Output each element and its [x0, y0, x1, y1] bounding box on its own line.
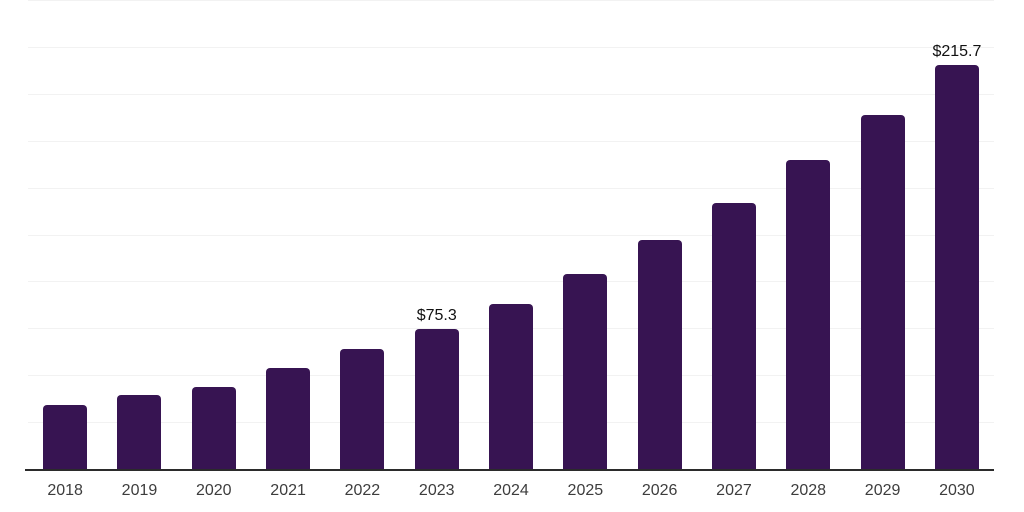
bar-group-2024 [474, 0, 548, 470]
x-tick-label-2026: 2026 [641, 482, 678, 499]
bar-group-2029 [845, 0, 919, 470]
bar-2028 [786, 160, 831, 470]
bar-2022 [340, 349, 385, 470]
x-tick-label-2018: 2018 [47, 482, 83, 499]
bar-group-2021 [251, 0, 325, 470]
bar-2020 [191, 387, 236, 470]
bar-group-2022 [325, 0, 399, 470]
bar-2030 [934, 65, 979, 470]
bar-value-label-2030: $215.7 [932, 43, 982, 61]
gridline [28, 234, 994, 236]
gridline [28, 187, 994, 189]
x-axis-tick-labels: 2018 2019 2020 2021 2022 2023 2024 2025 2026 2027… [28, 471, 994, 511]
gridline [28, 140, 994, 142]
bar-group-2028 [771, 0, 845, 470]
x-tick-label-2028: 2028 [790, 482, 827, 499]
bar-value-label-2023: $75.3 [416, 306, 457, 324]
x-tick-label-2022: 2022 [344, 482, 381, 499]
bar-2023 [414, 328, 459, 470]
x-tick-label-2019: 2019 [121, 482, 158, 499]
x-tick-label-2025: 2025 [567, 482, 604, 499]
x-tick-label-2029: 2029 [864, 482, 901, 499]
bar-group-2030: $215.7 [920, 0, 994, 470]
bar-group-2025 [548, 0, 622, 470]
bar-2024 [489, 303, 534, 470]
x-tick-label-2030: 2030 [939, 482, 975, 499]
x-axis-line [25, 469, 994, 471]
x-tick-label-2027: 2027 [716, 482, 752, 499]
gridline [28, 46, 994, 48]
gridline [28, 93, 994, 95]
bar-2025 [563, 273, 608, 470]
bar-2018 [43, 405, 88, 470]
bar-2026 [637, 240, 682, 470]
bar-group-2027 [697, 0, 771, 470]
gridline [28, 281, 994, 283]
bar-group-2020 [177, 0, 251, 470]
x-tick-label-2021: 2021 [270, 482, 306, 499]
x-tick-label-2020: 2020 [195, 482, 232, 499]
bar-group-2026 [623, 0, 697, 470]
bar-2021 [266, 367, 311, 470]
x-tick-label-2024: 2024 [493, 482, 529, 499]
plot-area: $75.3 $215.7 [28, 0, 994, 470]
bar-group-2023: $75.3 [400, 0, 474, 470]
gridline [28, 0, 994, 1]
bar-series: $75.3 $215.7 [28, 0, 994, 470]
bar-2029 [860, 115, 905, 470]
x-tick-label-2023: 2023 [418, 482, 455, 499]
bar-group-2019 [102, 0, 176, 470]
bar-2019 [117, 395, 162, 470]
bar-2027 [711, 203, 756, 470]
bar-group-2018 [28, 0, 102, 470]
